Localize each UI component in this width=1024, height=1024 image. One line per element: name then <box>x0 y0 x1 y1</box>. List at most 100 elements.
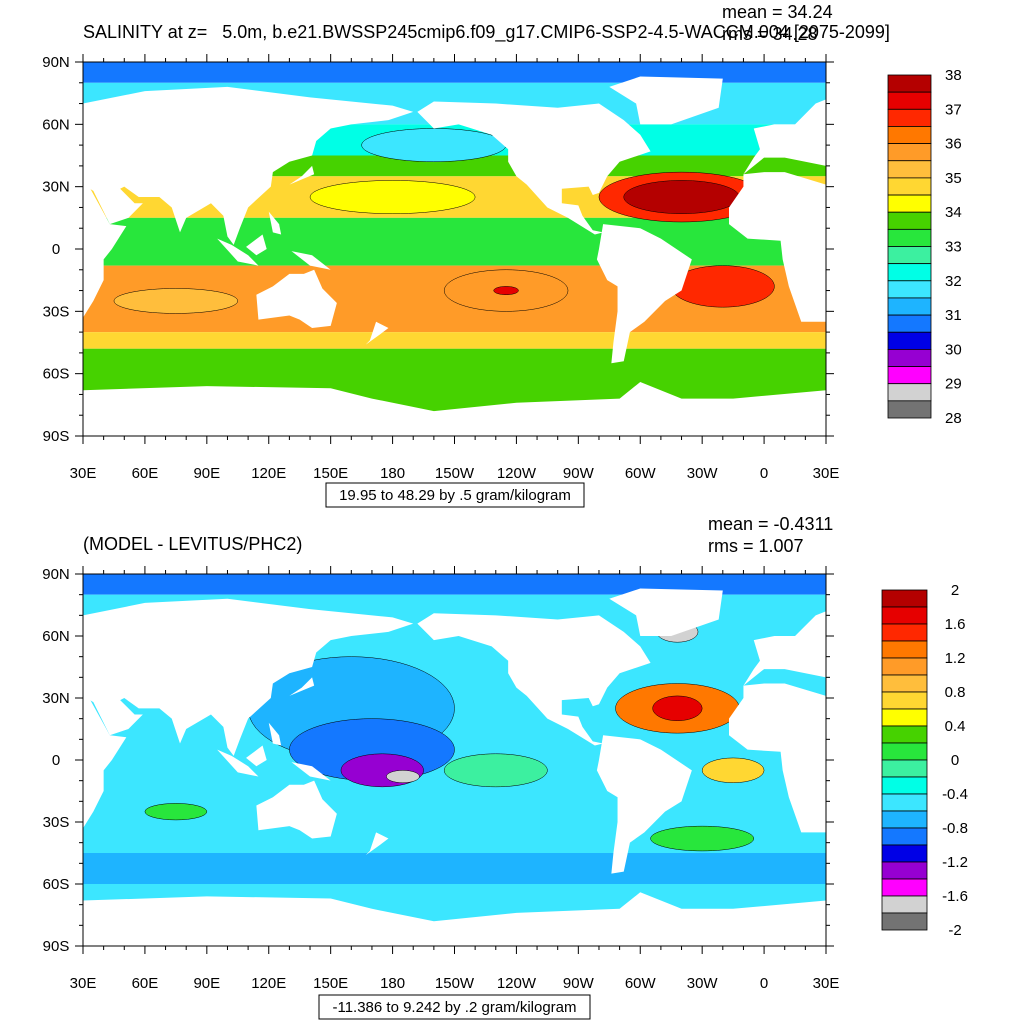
colorbar-box <box>887 91 932 110</box>
colorbar-label: 2 <box>951 582 959 599</box>
lon-label: 90E <box>193 465 220 482</box>
colorbar-label: 29 <box>945 376 962 393</box>
rms-stat: rms = 34.28 <box>722 24 818 44</box>
lat-label: 0 <box>52 241 60 258</box>
colorbar-box <box>881 793 928 812</box>
colorbar-box <box>881 691 928 710</box>
land <box>246 234 267 256</box>
lon-label: 30E <box>70 975 97 992</box>
ocean-patch <box>144 803 208 821</box>
colorbar-box <box>881 589 928 608</box>
land <box>289 165 315 185</box>
lon-label: 120E <box>251 465 286 482</box>
lon-label: 30W <box>687 975 719 992</box>
colorbar-label: -2 <box>948 922 961 939</box>
colorbar-box <box>881 810 928 829</box>
colorbar-box <box>881 844 928 863</box>
colorbar-label: 38 <box>945 67 962 84</box>
lon-label: 120W <box>497 465 537 482</box>
colorbar-box <box>887 348 932 367</box>
colorbar-label: 31 <box>945 307 962 324</box>
land <box>291 762 331 781</box>
info-text: -11.386 to 9.242 by .2 gram/kilogram <box>332 999 576 1016</box>
colorbar-box <box>887 194 932 213</box>
colorbar-label: -0.4 <box>942 786 968 803</box>
lon-label: 60E <box>132 975 159 992</box>
land <box>728 172 826 322</box>
lon-label: 90E <box>193 975 220 992</box>
colorbar-box <box>887 383 932 402</box>
land <box>246 745 267 767</box>
colorbar-box <box>881 640 928 659</box>
colorbar-box <box>887 263 932 282</box>
lon-label: 30E <box>813 465 840 482</box>
lat-label: 90S <box>43 428 70 445</box>
lat-label: 30S <box>43 303 70 320</box>
land <box>728 683 826 833</box>
colorbar-box <box>887 143 932 162</box>
lon-label: 120E <box>251 975 286 992</box>
colorbar-box <box>881 623 928 642</box>
colorbar-label: 0.8 <box>945 684 966 701</box>
colorbar-box <box>881 776 928 795</box>
lon-label: 30E <box>70 465 97 482</box>
lon-label: 180 <box>380 465 405 482</box>
colorbar-label: 28 <box>945 410 962 427</box>
land <box>417 101 651 235</box>
lon-label: 150W <box>435 465 475 482</box>
lat-label: 90N <box>42 54 70 71</box>
colorbar-label: 37 <box>945 101 962 118</box>
lon-label: 90W <box>563 975 595 992</box>
info-box <box>325 482 585 508</box>
land <box>743 99 826 175</box>
ocean-patch <box>650 825 755 852</box>
colorbar-box <box>881 606 928 625</box>
colorbar-label: -0.8 <box>942 820 968 837</box>
panel-title: (MODEL - LEVITUS/PHC2) <box>83 534 302 554</box>
colorbar-label: 32 <box>945 273 962 290</box>
land <box>609 76 723 125</box>
lon-label: 60W <box>625 465 657 482</box>
ocean-patch <box>701 757 765 783</box>
land <box>289 677 315 696</box>
info-text: 19.95 to 48.29 by .5 gram/kilogram <box>339 487 571 504</box>
land <box>83 86 414 245</box>
land <box>83 184 127 318</box>
ocean-band <box>83 853 826 884</box>
colorbar-box <box>887 160 932 179</box>
colorbar-box <box>887 126 932 144</box>
colorbar-box <box>887 108 932 127</box>
land <box>596 224 692 364</box>
colorbar-label: 1.6 <box>945 616 966 633</box>
land <box>256 269 337 328</box>
lat-label: 60N <box>42 116 70 133</box>
colorbar-box <box>881 708 928 727</box>
land <box>83 892 826 946</box>
lat-label: 30N <box>42 690 70 707</box>
ocean-patch <box>623 180 740 214</box>
colorbar-box <box>887 314 932 333</box>
colorbar-box <box>881 674 928 693</box>
lon-label: 0 <box>760 975 768 992</box>
colorbar-box <box>887 366 932 385</box>
colorbar-box <box>881 725 928 744</box>
land <box>609 588 723 636</box>
colorbar-box <box>881 878 928 897</box>
lat-label: 30N <box>42 179 70 196</box>
colorbar-label: 0 <box>951 752 959 769</box>
mean-stat: mean = 34.24 <box>722 2 833 22</box>
lat-label: 0 <box>52 752 60 769</box>
lon-label: 60W <box>625 975 657 992</box>
lat-label: 90N <box>42 566 70 583</box>
colorbar-label: 35 <box>945 170 962 187</box>
colorbar-box <box>881 895 928 914</box>
ocean-patch <box>652 695 703 721</box>
lon-label: 120W <box>497 975 537 992</box>
colorbar-label: -1.2 <box>942 854 968 871</box>
colorbar-box <box>887 331 932 350</box>
colorbar-box <box>881 861 928 880</box>
panel-title: SALINITY at z= 5.0m, b.e21.BWSSP245cmip6… <box>83 22 890 43</box>
colorbar-box <box>887 246 932 265</box>
colorbar-box <box>887 211 932 230</box>
lon-label: 30W <box>687 465 719 482</box>
